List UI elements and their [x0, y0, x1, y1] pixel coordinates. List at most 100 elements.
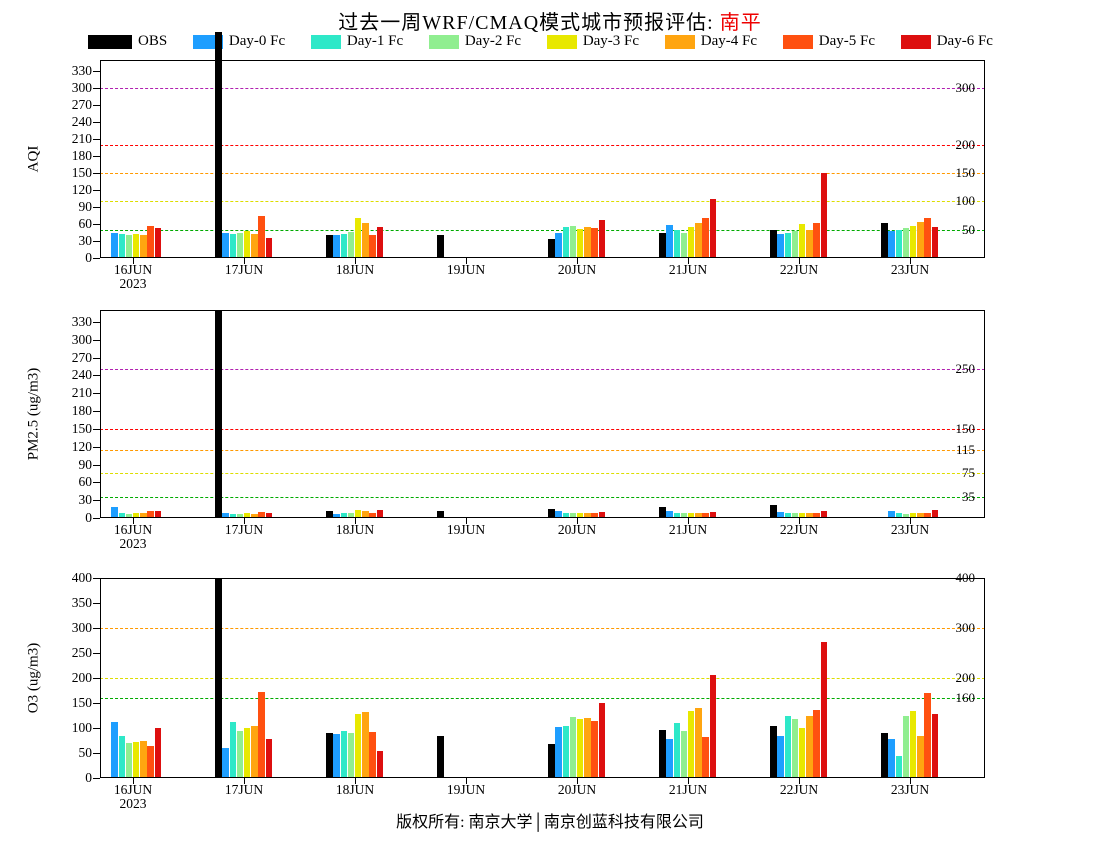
x-tick-label: 18JUN: [335, 782, 375, 797]
y-tick: [93, 156, 100, 158]
x-tick-label: 20JUN: [557, 262, 597, 277]
x-tick: [910, 258, 911, 264]
x-tick-label: 22JUN: [779, 262, 819, 277]
bar-day-3-fc-18jun: [355, 714, 362, 778]
legend-swatch: [428, 34, 459, 49]
bar-day-6-fc-22jun: [820, 173, 827, 258]
threshold-label-75: 75: [962, 465, 975, 481]
bar-day-2-fc-23jun: [902, 513, 910, 518]
bar-day-3-fc-22jun: [799, 728, 806, 778]
threshold-label-115: 115: [955, 441, 975, 457]
y-tick-label: 0: [85, 770, 92, 785]
y-tick: [93, 653, 100, 654]
bar-day-2-fc-20jun: [569, 226, 577, 258]
bar-day-0-fc-22jun: [777, 234, 784, 258]
bar-day-0-fc-16jun: [111, 507, 118, 518]
bar-day-1-fc-23jun: [895, 513, 902, 518]
bar-day-6-fc-17jun: [265, 238, 272, 258]
plot-frame: [100, 310, 985, 518]
bar-day-1-fc-18jun: [340, 513, 347, 518]
bar-day-5-fc-23jun: [924, 512, 931, 518]
bar-day-1-fc-17jun: [229, 234, 236, 258]
threshold-line-400: [100, 578, 985, 579]
bar-day-5-fc-17jun: [258, 215, 265, 258]
y-tick: [93, 464, 100, 466]
bar-day-5-fc-20jun: [591, 228, 598, 258]
y-tick: [93, 173, 100, 175]
bar-obs-18jun: [326, 510, 333, 518]
threshold-line-150: [100, 173, 985, 175]
threshold-line-200: [100, 144, 985, 146]
y-tick-label: 150: [71, 420, 92, 436]
bar-day-2-fc-21jun: [680, 730, 688, 778]
bar-day-6-fc-20jun: [598, 512, 605, 518]
y-tick: [93, 71, 100, 73]
y-axis-title-pm25: PM2.5 (ug/m3): [25, 367, 42, 461]
bar-obs-19jun: [437, 735, 444, 778]
y-axis-title-aqi: AQI: [25, 145, 42, 173]
x-tick: [799, 258, 800, 264]
legend-item-day-0-fc: Day-0 Fc: [192, 33, 285, 50]
x-tick-label: 16JUN: [113, 782, 153, 797]
x-tick-label: 20JUN: [557, 782, 597, 797]
bar-day-0-fc-21jun: [666, 510, 673, 518]
y-tick: [93, 258, 100, 259]
y-tick-label: 330: [71, 63, 92, 79]
x-tick: [244, 258, 245, 264]
bar-day-6-fc-18jun: [376, 226, 383, 258]
x-tick: [577, 258, 578, 264]
bar-obs-22jun: [770, 504, 777, 518]
bar-day-3-fc-23jun: [910, 225, 917, 258]
bar-day-0-fc-16jun: [111, 722, 118, 778]
bar-obs-22jun: [770, 725, 777, 778]
bar-obs-20jun: [548, 744, 555, 778]
legend-item-obs: OBS: [88, 33, 167, 50]
x-tick-label: 19JUN: [446, 262, 486, 277]
threshold-line-250: [100, 369, 985, 371]
y-tick-label: 180: [71, 148, 92, 164]
legend-item-day-1-fc: Day-1 Fc: [310, 33, 403, 50]
bar-day-5-fc-22jun: [813, 222, 820, 258]
bar-day-1-fc-22jun: [784, 715, 791, 778]
x-tick-label: 18JUN: [335, 262, 375, 277]
bar-day-6-fc-17jun: [265, 513, 272, 518]
bar-day-3-fc-22jun: [799, 513, 806, 518]
y-tick-label: 250: [71, 645, 92, 660]
bar-day-0-fc-23jun: [888, 231, 895, 258]
x-tick-label: 19JUN: [446, 522, 486, 537]
y-tick-label: 300: [71, 80, 92, 96]
bar-day-0-fc-18jun: [333, 734, 340, 778]
y-tick: [93, 393, 100, 395]
bar-obs-23jun: [881, 733, 888, 778]
bar-day-1-fc-20jun: [562, 226, 569, 258]
legend-label: Day-2 Fc: [464, 33, 522, 49]
y-tick-label: 60: [78, 216, 93, 232]
bar-day-4-fc-20jun: [584, 718, 591, 778]
y-tick: [93, 105, 100, 107]
bar-day-5-fc-17jun: [258, 512, 265, 518]
y-tick-label: 200: [71, 670, 92, 685]
bar-day-5-fc-21jun: [702, 512, 709, 518]
y-tick-label: 210: [71, 385, 92, 401]
bar-day-6-fc-16jun: [154, 728, 161, 778]
bar-obs-21jun: [659, 507, 666, 518]
legend-swatch: [900, 34, 931, 49]
bar-day-2-fc-16jun: [125, 513, 133, 518]
bar-day-3-fc-21jun: [688, 513, 695, 518]
x-tick-label: 20JUN: [557, 522, 597, 537]
bar-day-0-fc-17jun: [222, 748, 229, 778]
plot-pm25: 35 75 115 150 250 0 30 60 90 120 150 180 210 240 270 30…: [26, 310, 985, 551]
bar-day-5-fc-16jun: [147, 511, 154, 518]
x-tick-label: 16JUN: [113, 262, 153, 277]
bar-day-5-fc-23jun: [924, 218, 931, 258]
bar-day-2-fc-17jun: [236, 232, 244, 258]
threshold-label-160: 160: [955, 690, 976, 705]
legend-item-day-5-fc: Day-5 Fc: [782, 33, 875, 50]
x-tick: [133, 518, 134, 524]
bar-day-4-fc-16jun: [140, 740, 147, 778]
bar-obs-17jun: [215, 31, 222, 258]
bar-day-4-fc-23jun: [917, 513, 924, 518]
threshold-label-300: 300: [955, 80, 976, 96]
bar-day-5-fc-21jun: [702, 737, 709, 778]
bar-day-0-fc-20jun: [555, 727, 562, 778]
